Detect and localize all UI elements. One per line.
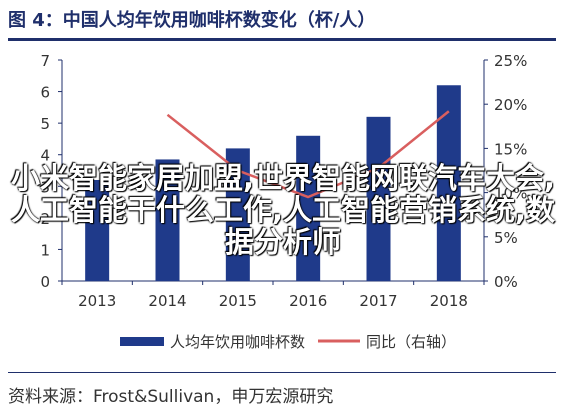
right-tick-label: 25% — [494, 52, 527, 70]
x-tick-label: 2014 — [148, 292, 186, 310]
bar — [155, 159, 180, 281]
legend-bar-label: 人均年饮用咖啡杯数 — [170, 333, 305, 351]
title-divider — [8, 38, 556, 41]
x-tick-label: 2015 — [219, 292, 257, 310]
bar — [85, 179, 110, 281]
right-tick-label: 15% — [494, 140, 527, 158]
watermark-overlay-text: 小米智能家居加盟,世界智能网联汽车大会,人工智能干什么工作,人工智能营销系统,数… — [10, 161, 556, 259]
right-tick-label: 20% — [494, 96, 527, 114]
growth-line — [166, 110, 450, 199]
left-tick-label: 3 — [40, 178, 50, 196]
left-tick-label: 1 — [40, 241, 50, 259]
left-tick-label: 0 — [40, 273, 50, 291]
left-tick-label: 7 — [40, 52, 50, 70]
left-tick-label: 4 — [40, 147, 50, 165]
x-tick-label: 2013 — [78, 292, 116, 310]
source-divider — [8, 372, 556, 373]
right-tick-label: 0% — [494, 273, 518, 291]
right-tick-label: 10% — [494, 185, 527, 203]
bar — [296, 135, 321, 281]
x-tick-label: 2017 — [359, 292, 397, 310]
left-tick-label: 6 — [40, 84, 50, 102]
legend-bar-swatch — [120, 337, 164, 346]
left-tick-label: 2 — [40, 210, 50, 228]
left-tick-label: 5 — [40, 115, 50, 133]
chart-title: 图 4：中国人均年饮用咖啡杯数变化（杯/人） — [8, 10, 376, 31]
right-tick-label: 5% — [494, 229, 518, 247]
bar — [366, 116, 391, 281]
x-tick-label: 2018 — [430, 292, 468, 310]
legend-line-label: 同比（右轴） — [366, 333, 456, 351]
source-note: 资料来源：Frost&Sullivan，申万宏源研究 — [8, 387, 334, 407]
x-tick-label: 2016 — [289, 292, 327, 310]
